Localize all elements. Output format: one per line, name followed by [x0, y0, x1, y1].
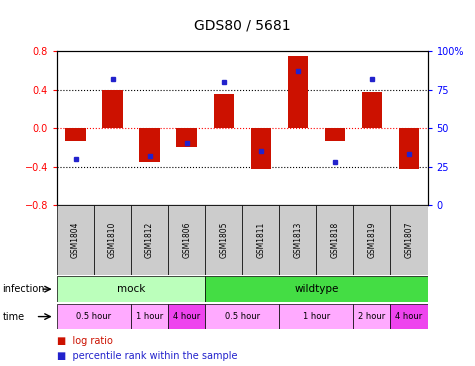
Text: 4 hour: 4 hour: [395, 312, 423, 321]
Text: 4 hour: 4 hour: [173, 312, 200, 321]
Bar: [103, 90, 123, 128]
Text: GSM1806: GSM1806: [182, 221, 191, 258]
Text: ■  log ratio: ■ log ratio: [57, 336, 113, 346]
Text: mock: mock: [117, 284, 145, 294]
Bar: [57, 276, 205, 302]
Text: GSM1807: GSM1807: [405, 221, 413, 258]
Bar: [353, 304, 390, 329]
Text: 0.5 hour: 0.5 hour: [225, 312, 260, 321]
Bar: [279, 304, 353, 329]
Bar: [205, 276, 428, 302]
Bar: [353, 205, 390, 274]
Text: GDS80 / 5681: GDS80 / 5681: [194, 19, 291, 33]
Text: GSM1811: GSM1811: [256, 221, 265, 258]
Text: GSM1810: GSM1810: [108, 221, 117, 258]
Bar: [390, 304, 428, 329]
Bar: [168, 205, 205, 274]
Text: 2 hour: 2 hour: [358, 312, 386, 321]
Bar: [399, 128, 419, 169]
Text: GSM1812: GSM1812: [145, 221, 154, 258]
Text: GSM1805: GSM1805: [219, 221, 228, 258]
Bar: [288, 56, 308, 128]
Text: 1 hour: 1 hour: [136, 312, 163, 321]
Text: GSM1819: GSM1819: [368, 221, 376, 258]
Bar: [94, 205, 131, 274]
Text: GSM1813: GSM1813: [294, 221, 302, 258]
Bar: [325, 128, 345, 141]
Bar: [251, 128, 271, 169]
Text: GSM1818: GSM1818: [331, 221, 339, 258]
Text: wildtype: wildtype: [294, 284, 339, 294]
Bar: [205, 304, 279, 329]
Bar: [362, 92, 382, 128]
Bar: [390, 205, 428, 274]
Text: ■  percentile rank within the sample: ■ percentile rank within the sample: [57, 351, 238, 361]
Text: time: time: [2, 311, 25, 322]
Bar: [66, 128, 86, 141]
Bar: [57, 205, 94, 274]
Bar: [279, 205, 316, 274]
Text: GSM1804: GSM1804: [71, 221, 80, 258]
Bar: [140, 128, 160, 162]
Bar: [57, 304, 131, 329]
Text: infection: infection: [2, 284, 45, 294]
Bar: [177, 128, 197, 147]
Bar: [242, 205, 279, 274]
Bar: [316, 205, 353, 274]
Text: 0.5 hour: 0.5 hour: [76, 312, 112, 321]
Bar: [168, 304, 205, 329]
Bar: [131, 304, 168, 329]
Bar: [131, 205, 168, 274]
Text: 1 hour: 1 hour: [303, 312, 330, 321]
Bar: [214, 94, 234, 128]
Bar: [205, 205, 242, 274]
